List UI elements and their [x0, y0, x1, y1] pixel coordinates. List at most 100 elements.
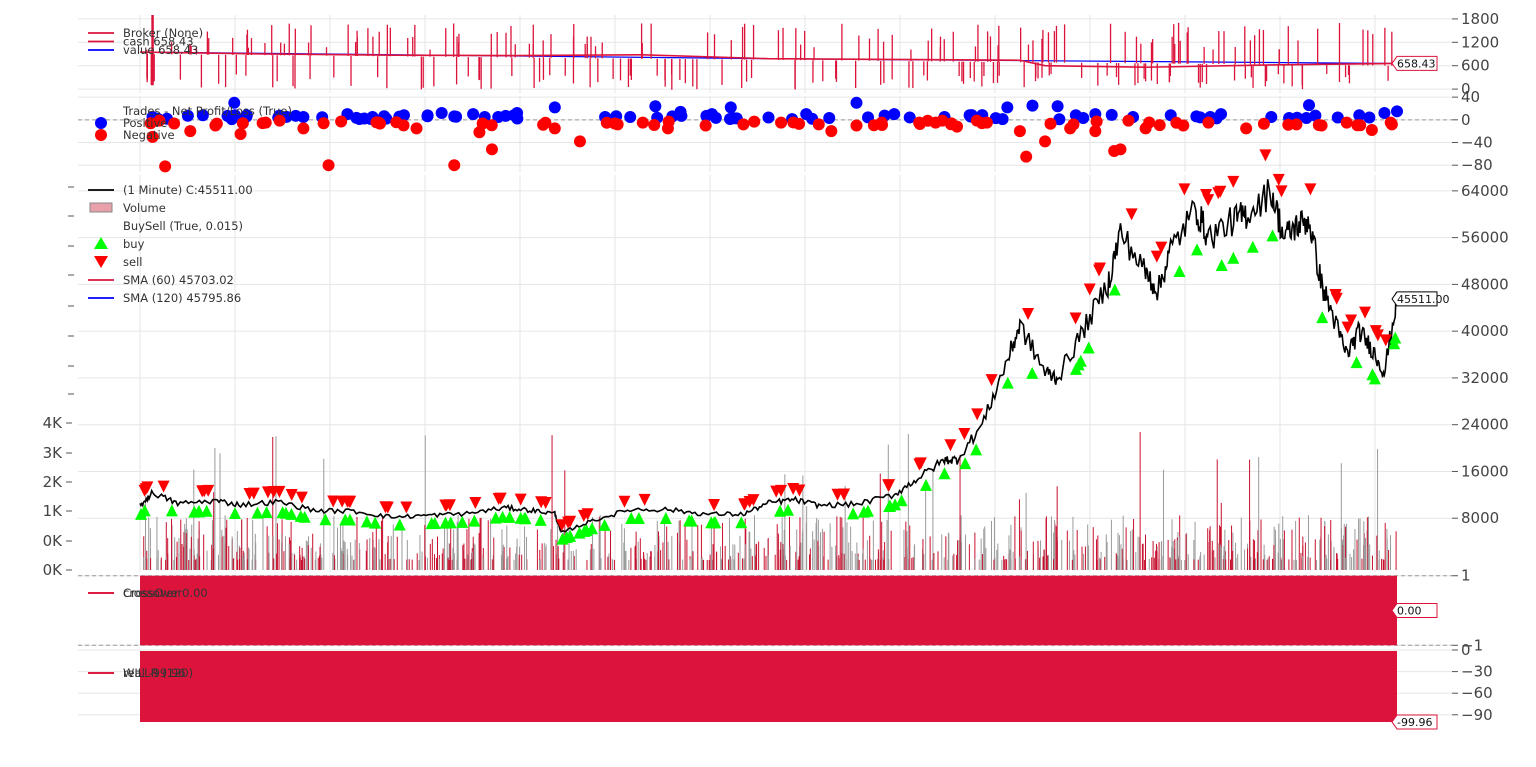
buy-marker [518, 512, 531, 525]
buy-marker [428, 517, 441, 530]
sell-marker [379, 501, 392, 514]
negative-trade-point [1039, 135, 1052, 148]
negative-trade-point [273, 114, 286, 127]
buy-marker [1246, 240, 1259, 253]
negative-trade-point [662, 115, 675, 128]
y-tick-label: 1200 [1461, 33, 1499, 51]
buy-marker [1173, 265, 1186, 278]
buy-marker [705, 516, 718, 529]
legend-label: SMA (60) 45703.02 [123, 273, 234, 287]
last-value-box [1391, 291, 1438, 307]
negative-trade-point [159, 160, 172, 173]
y-tick-label: 8000 [1461, 509, 1499, 527]
negative-trade-point [548, 122, 561, 135]
buy-marker [165, 504, 178, 517]
positive-trade-point [624, 110, 637, 123]
negative-trade-point [297, 122, 310, 135]
y-tick-label: 0 [1461, 80, 1471, 98]
positive-trade-point [1378, 107, 1391, 120]
negative-trade-point [573, 135, 586, 148]
buy-marker [456, 515, 469, 528]
negative-trade-point [537, 118, 550, 131]
sell-marker [1069, 312, 1082, 325]
legend-label: Positive [123, 116, 167, 130]
buy-marker [1072, 358, 1085, 371]
positive-trades [146, 96, 1403, 126]
sell-marker [882, 479, 895, 492]
willr-area [140, 651, 1397, 722]
buy-marker [294, 509, 307, 522]
buy-marker [1026, 366, 1039, 379]
legend-label: Negative [123, 128, 175, 142]
positive-trade-point [724, 113, 737, 126]
cash-spikes [146, 22, 1393, 90]
legend-label: buy [123, 237, 145, 251]
last-value-tag: -99.96 [1391, 714, 1438, 730]
legend-swatch [89, 202, 113, 213]
negative-trade-point [825, 125, 838, 138]
positive-trade-point [1190, 110, 1203, 123]
sell-marker [1369, 325, 1382, 338]
buy-marker [598, 518, 611, 531]
negative-trade-point [812, 118, 825, 131]
positive-trade-point [823, 112, 836, 125]
sell-marker [198, 485, 211, 498]
positive-trade-point [228, 96, 241, 109]
positive-trade-point [1353, 109, 1366, 122]
volume-tick-label: 0K [43, 532, 64, 550]
negative-trade-point [636, 116, 649, 129]
last-value-tag: 658.43 [1391, 55, 1438, 71]
sell-marker [618, 495, 631, 508]
negative-trade-point [146, 130, 159, 143]
sell-marker [1272, 173, 1285, 186]
sell-marker [914, 457, 927, 470]
positive-trade-point [888, 108, 901, 121]
crossover-bars [140, 575, 1397, 646]
buy-marker [339, 513, 352, 526]
positive-trade-point [903, 111, 916, 124]
negative-trade-point [1089, 125, 1102, 138]
sell-marker [958, 427, 971, 440]
negative-trade-point [1090, 115, 1103, 128]
legend-label: real -99.96 [123, 666, 186, 680]
buy-marker [959, 457, 972, 470]
sell-marker [1345, 314, 1358, 327]
negative-trade-point [1013, 125, 1026, 138]
y-tick-label: 64000 [1461, 182, 1509, 200]
buy-marker [895, 494, 908, 507]
sell-marker [1227, 175, 1240, 188]
sell-marker [1329, 289, 1342, 302]
negative-trade-point [476, 117, 489, 130]
positive-trade-point [709, 111, 722, 124]
positive-trade-point [996, 113, 1009, 126]
y-tick-label: 0 [1461, 641, 1471, 659]
negative-trade-point [1282, 118, 1295, 131]
sell-marker [944, 439, 957, 452]
negative-trades [144, 114, 1398, 173]
legend-label: Trades - Net Profit/Loss (True) [122, 104, 292, 118]
negative-trade-point [373, 117, 386, 130]
last-value-label: -99.96 [1397, 716, 1432, 729]
negative-trade-point [600, 116, 613, 129]
negative-trade-point [390, 116, 403, 129]
buy-marker [260, 505, 273, 518]
buy-marker [468, 514, 481, 527]
last-value-label: 45511.00 [1397, 293, 1450, 306]
buy-marker [1108, 283, 1121, 296]
negative-trade-point [787, 116, 800, 129]
positive-trade-point [1051, 100, 1064, 113]
sell-marker [985, 374, 998, 387]
negative-trade-point [168, 117, 181, 130]
positive-trade-point [467, 108, 480, 121]
negative-trade-point [1240, 122, 1253, 135]
y-tick-label: 40 [1461, 88, 1480, 106]
sell-marker [243, 488, 256, 501]
buy-marker [735, 516, 748, 529]
last-value-label: 0.00 [1397, 605, 1422, 618]
negative-trade-point [1202, 116, 1215, 129]
cash-line [139, 51, 1398, 69]
positive-trade-point [700, 109, 713, 122]
buy-marker [228, 506, 241, 519]
value-line [139, 51, 1398, 65]
negative-trade-point [1170, 116, 1183, 129]
